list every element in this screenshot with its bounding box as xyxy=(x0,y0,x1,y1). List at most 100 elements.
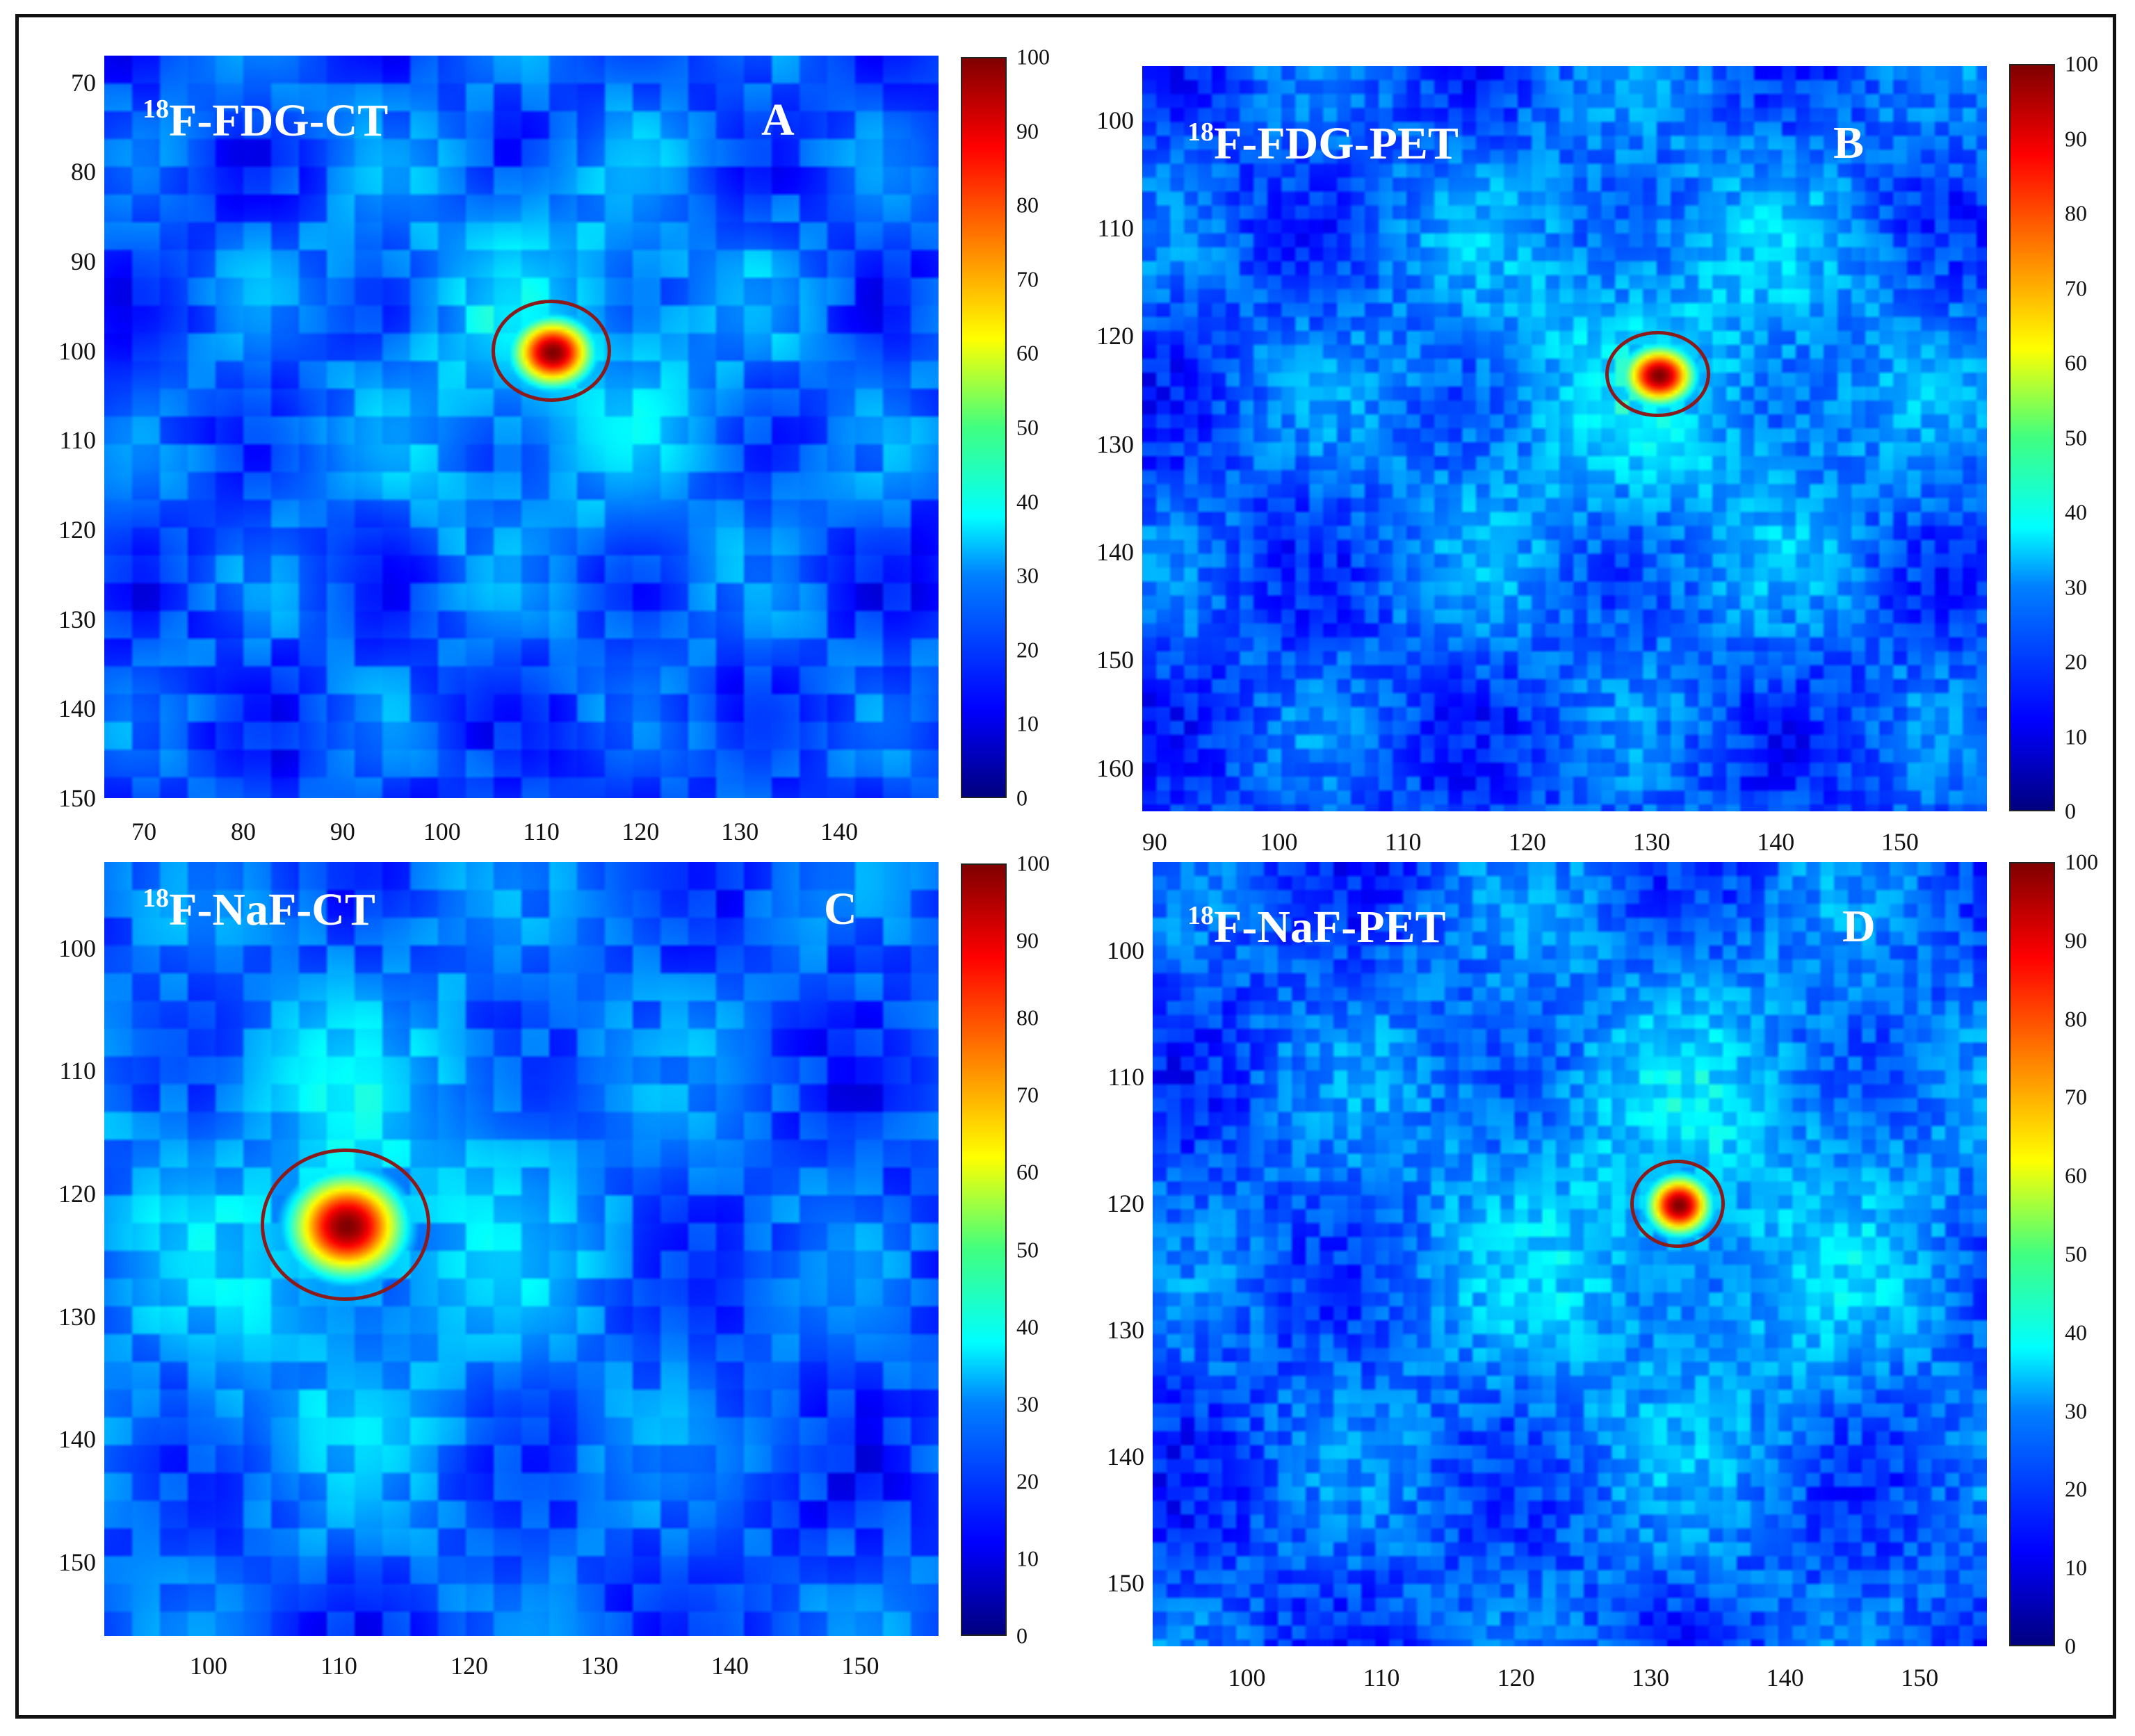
x-tick-label: 90 xyxy=(330,818,355,845)
x-tick-label: 110 xyxy=(1384,828,1422,856)
colorbar-c xyxy=(961,863,1007,1636)
colorbar-tick-label: 100 xyxy=(1016,44,1050,70)
y-tick-label: 110 xyxy=(1097,214,1134,243)
colorbar-tick-label: 30 xyxy=(1016,1391,1039,1417)
colorbar-tick-label: 20 xyxy=(2065,649,2087,674)
colorbar-tick-label: 20 xyxy=(1016,637,1039,663)
colorbar-tick-label: 80 xyxy=(1016,192,1039,218)
heatmap-a xyxy=(104,56,939,798)
y-tick-label: 110 xyxy=(59,1057,96,1085)
x-tick-label: 140 xyxy=(820,818,859,845)
y-tick-label: 130 xyxy=(1096,430,1134,458)
colorbar-tick-label: 80 xyxy=(2065,1006,2087,1032)
roi-ellipse-c xyxy=(261,1148,430,1301)
panel-b-title: 18F-FDG-PET xyxy=(1187,117,1459,169)
y-tick-label: 90 xyxy=(71,247,96,275)
colorbar-tick-label: 40 xyxy=(2065,499,2087,525)
x-tick-label: 80 xyxy=(231,818,256,845)
colorbar-tick-label: 40 xyxy=(1016,489,1039,514)
y-tick-label: 100 xyxy=(58,934,96,962)
colorbar-tick-label: 50 xyxy=(1016,1237,1039,1262)
heatmap-d xyxy=(1153,862,1987,1646)
y-tick-label: 110 xyxy=(59,426,96,455)
colorbar-tick-label: 0 xyxy=(2065,798,2076,824)
roi-ellipse-d xyxy=(1630,1159,1725,1248)
y-tick-label: 120 xyxy=(1096,322,1134,350)
x-tick-label: 140 xyxy=(711,1652,749,1680)
colorbar-tick-label: 70 xyxy=(1016,1082,1039,1108)
x-tick-label: 70 xyxy=(131,818,157,845)
y-tick-label: 140 xyxy=(58,1425,96,1454)
x-tick-label: 120 xyxy=(1497,1664,1535,1692)
colorbar-tick-label: 90 xyxy=(2065,126,2087,151)
colorbar-tick-label: 70 xyxy=(1016,266,1039,292)
colorbar-tick-label: 0 xyxy=(2065,1633,2076,1659)
x-tick-label: 110 xyxy=(1363,1664,1400,1692)
roi-ellipse-a xyxy=(492,300,611,402)
colorbar-tick-label: 10 xyxy=(2065,724,2087,749)
x-tick-label: 150 xyxy=(841,1652,879,1680)
colorbar-tick-label: 60 xyxy=(2065,350,2087,375)
x-tick-label: 150 xyxy=(1881,828,1919,856)
heatmap-c xyxy=(104,862,939,1636)
colorbar-tick-label: 40 xyxy=(2065,1320,2087,1345)
x-tick-label: 120 xyxy=(1508,828,1546,856)
heatmap-b xyxy=(1142,66,1987,811)
y-tick-label: 150 xyxy=(58,1548,96,1576)
x-tick-label: 150 xyxy=(1901,1664,1939,1692)
y-tick-label: 110 xyxy=(1107,1063,1144,1092)
x-tick-label: 140 xyxy=(1757,828,1795,856)
y-tick-label: 80 xyxy=(71,158,96,186)
colorbar-tick-label: 100 xyxy=(1016,850,1050,876)
y-tick-label: 130 xyxy=(58,605,96,633)
panel-a-title: 18F-FDG-CT xyxy=(143,95,389,146)
y-tick-label: 100 xyxy=(1107,936,1144,965)
colorbar-tick-label: 50 xyxy=(2065,1241,2087,1267)
panel-b-letter: B xyxy=(1833,117,1865,168)
colorbar-tick-label: 70 xyxy=(2065,1084,2087,1110)
y-tick-label: 70 xyxy=(71,68,96,97)
colorbar-tick-label: 50 xyxy=(1016,414,1039,440)
x-tick-label: 130 xyxy=(721,818,759,845)
colorbar-tick-label: 30 xyxy=(1016,562,1039,588)
y-tick-label: 100 xyxy=(58,336,96,365)
colorbar-tick-label: 100 xyxy=(2065,849,2098,875)
x-tick-label: 130 xyxy=(581,1652,619,1680)
colorbar-tick-label: 60 xyxy=(2065,1162,2087,1188)
x-tick-label: 120 xyxy=(622,818,660,845)
panel-d-title: 18F-NaF-PET xyxy=(1187,901,1446,952)
x-tick-label: 100 xyxy=(190,1652,227,1680)
panel-d-letter: D xyxy=(1842,901,1876,952)
y-tick-label: 140 xyxy=(1107,1443,1144,1471)
y-tick-label: 130 xyxy=(1107,1316,1144,1345)
panel-a-letter: A xyxy=(761,95,795,145)
colorbar-tick-label: 30 xyxy=(2065,574,2087,599)
y-tick-label: 150 xyxy=(1096,646,1134,674)
y-tick-label: 100 xyxy=(1096,106,1134,134)
colorbar-tick-label: 0 xyxy=(1016,785,1028,811)
y-tick-label: 120 xyxy=(58,515,96,544)
y-tick-label: 150 xyxy=(1107,1569,1144,1598)
x-tick-label: 120 xyxy=(450,1652,488,1680)
colorbar-tick-label: 0 xyxy=(1016,1623,1028,1648)
y-tick-label: 120 xyxy=(1107,1190,1144,1218)
colorbar-tick-label: 60 xyxy=(1016,340,1039,366)
colorbar-tick-label: 30 xyxy=(2065,1398,2087,1424)
y-tick-label: 130 xyxy=(58,1302,96,1331)
x-tick-label: 140 xyxy=(1766,1664,1804,1692)
figure-frame xyxy=(15,14,2116,1719)
colorbar-tick-label: 90 xyxy=(2065,927,2087,953)
colorbar-tick-label: 80 xyxy=(2065,200,2087,226)
x-tick-label: 100 xyxy=(423,818,461,845)
x-tick-label: 110 xyxy=(320,1652,357,1680)
y-tick-label: 140 xyxy=(58,695,96,723)
colorbar-a xyxy=(961,57,1007,798)
colorbar-d xyxy=(2009,862,2055,1646)
x-tick-label: 130 xyxy=(1632,828,1671,856)
colorbar-tick-label: 80 xyxy=(1016,1005,1039,1030)
colorbar-tick-label: 20 xyxy=(1016,1468,1039,1494)
y-tick-label: 120 xyxy=(58,1180,96,1208)
colorbar-tick-label: 10 xyxy=(1016,1546,1039,1571)
x-tick-label: 110 xyxy=(523,818,560,845)
colorbar-tick-label: 50 xyxy=(2065,425,2087,450)
